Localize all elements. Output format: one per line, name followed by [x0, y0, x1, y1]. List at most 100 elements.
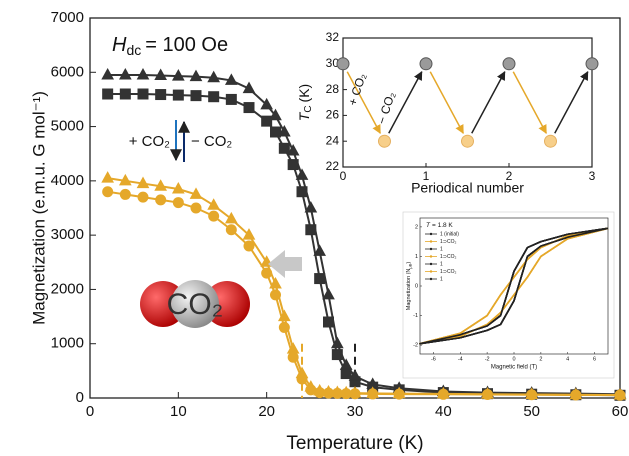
marker	[349, 388, 361, 400]
x-tick-label: 30	[347, 403, 364, 420]
y-tick-label: 4000	[51, 172, 84, 189]
y-axis-label-part: T	[296, 111, 312, 121]
y-tick-label: 30	[326, 56, 340, 70]
y-axis-label-part: Magnetization (N	[406, 269, 412, 311]
annotation-part: H	[112, 34, 127, 56]
annotation-part: = 100 Oe	[145, 34, 228, 56]
marker	[287, 351, 299, 363]
marker	[102, 88, 114, 100]
marker	[270, 289, 281, 301]
marker	[570, 389, 582, 401]
legend-label: 1⊃CO₂	[440, 269, 456, 275]
marker	[137, 88, 149, 100]
legend-label: 1	[440, 246, 443, 252]
legend-dot	[429, 255, 433, 258]
y-tick-label: 32	[326, 30, 340, 44]
y-tick-label: 1	[415, 254, 418, 260]
shift-arrow	[268, 250, 302, 278]
marker	[304, 200, 318, 213]
annotation-part: dc	[126, 42, 141, 58]
marker	[526, 389, 538, 401]
y-tick-label: 22	[326, 159, 340, 173]
inset-bg	[402, 211, 615, 379]
legend-dot	[429, 247, 433, 251]
cycle-arrow	[471, 70, 506, 134]
x-tick-label: -4	[458, 356, 463, 362]
y-tick-label: 2	[415, 224, 418, 230]
marker	[172, 89, 184, 101]
x-tick-label: 50	[523, 403, 540, 420]
x-tick-label: 2	[506, 169, 513, 183]
marker	[118, 67, 132, 80]
y-tick-label: 28	[326, 82, 340, 96]
legend-dot	[429, 277, 433, 281]
y-tick-label: 3000	[51, 226, 84, 243]
cycle-arrow	[429, 71, 464, 135]
marker	[614, 389, 626, 401]
loop-line	[419, 227, 609, 345]
marker	[190, 90, 202, 102]
y-axis-label: Magnetization (e.m.u. G mol⁻¹)	[29, 91, 48, 325]
marker	[155, 89, 167, 101]
marker	[243, 102, 255, 114]
y-axis-label-part: )	[406, 262, 412, 264]
x-tick-label: 0	[340, 169, 347, 183]
marker	[208, 91, 220, 103]
cycle-arrow	[346, 71, 381, 135]
marker	[260, 97, 274, 110]
legend-dot	[429, 232, 433, 236]
tc-point	[502, 57, 516, 71]
x-axis-label: Temperature (K)	[286, 433, 423, 454]
marker	[190, 202, 202, 214]
x-tick-label: 3	[589, 169, 596, 183]
x-tick-label: 10	[170, 403, 187, 420]
x-axis-label: Magnetic field (T)	[491, 365, 537, 371]
marker	[313, 244, 327, 256]
tc-point	[419, 57, 433, 71]
y-axis-label-part: C	[303, 105, 314, 112]
marker	[137, 191, 149, 203]
x-tick-label: 6	[593, 356, 596, 362]
y-tick-label: -1	[413, 313, 418, 319]
marker	[330, 336, 344, 349]
tc-point	[585, 57, 599, 71]
marker	[172, 197, 184, 209]
marker	[101, 171, 115, 183]
legend-label: 1⊃CO₂	[440, 239, 456, 245]
tc-point	[336, 57, 350, 71]
y-tick-label: 1000	[51, 335, 84, 352]
x-tick-label: 0	[512, 356, 515, 362]
marker	[295, 168, 309, 180]
marker	[286, 143, 300, 156]
legend-dot	[429, 262, 433, 266]
annotation-part: = 1.8 K	[432, 222, 453, 229]
y-axis-label-part: (K)	[296, 84, 312, 103]
x-axis-label: Periodical number	[411, 180, 524, 196]
marker	[339, 358, 353, 370]
marker	[277, 124, 291, 137]
marker	[155, 194, 167, 206]
marker	[296, 373, 308, 385]
legend-label: 1⊃CO₂	[440, 254, 456, 260]
y-tick-label: 5000	[51, 118, 84, 135]
x-tick-label: 1	[423, 169, 430, 183]
cycle-arrow	[388, 70, 423, 134]
legend-dot	[429, 270, 433, 273]
co2-remove-label: − CO₂	[191, 133, 232, 150]
y-tick-label: 0	[415, 283, 418, 289]
marker	[348, 369, 362, 381]
marker	[261, 267, 273, 279]
y-tick-label: -2	[413, 343, 418, 349]
marker	[207, 198, 221, 210]
marker	[189, 69, 203, 82]
marker	[278, 321, 290, 333]
y-tick-label: 6000	[51, 63, 84, 80]
molecule-label: CO₂	[167, 288, 224, 321]
marker	[101, 67, 115, 80]
x-tick-label: 0	[86, 403, 94, 420]
marker	[224, 211, 238, 224]
y-tick-label: 7000	[51, 9, 84, 26]
marker	[118, 173, 132, 186]
marker	[242, 81, 256, 94]
marker	[189, 187, 203, 199]
